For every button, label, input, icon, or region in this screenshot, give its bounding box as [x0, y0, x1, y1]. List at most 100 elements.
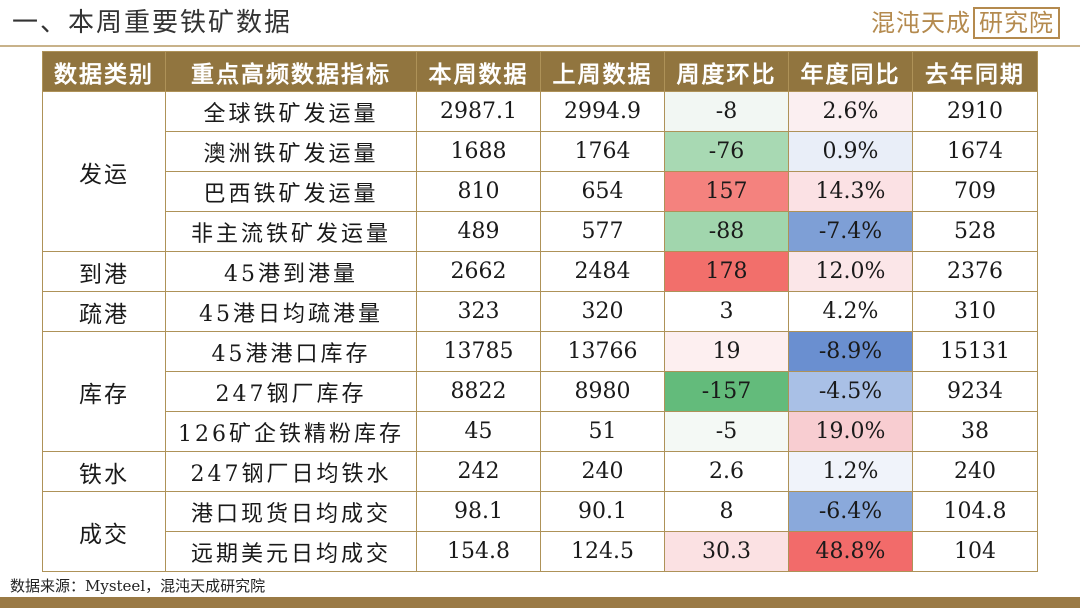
- table-row: 库存 45港港口库存 13785 13766 19 -8.9% 15131: [42, 331, 1038, 452]
- last-year-cell: 9234: [912, 371, 1038, 412]
- table-header-row: 数据类别 重点高频数据指标 本周数据 上周数据 周度环比 年度同比 去年同期: [42, 51, 1038, 92]
- wow-change-cell: -8: [664, 91, 789, 132]
- wow-change-cell: 157: [664, 171, 789, 212]
- logo-main-text: 混沌天成: [871, 9, 971, 37]
- indicator-cell: 45港到港量: [165, 251, 417, 292]
- last-year-cell: 1674: [912, 131, 1038, 172]
- yoy-change-cell: -8.9%: [788, 331, 913, 372]
- column-header: 周度环比: [664, 51, 789, 92]
- table-row: 到港 45港到港量 2662 2484 178 12.0% 2376: [42, 251, 1038, 292]
- indicator-cell: 126矿企铁精粉库存: [165, 411, 417, 452]
- last-week-cell: 1764: [540, 131, 665, 172]
- table-row: 非主流铁矿发运量 489 577 -88 -7.4% 528: [43, 211, 1038, 252]
- table-body: 发运 全球铁矿发运量 2987.1 2994.9 -8 2.6% 2910 澳洲铁矿发运量 16…: [42, 91, 1038, 572]
- wow-change-cell: 2.6: [664, 451, 789, 492]
- source-note: 数据来源：Mysteel，混沌天成研究院: [10, 577, 266, 595]
- this-week-cell: 98.1: [416, 491, 541, 532]
- footer-bar: [0, 597, 1080, 608]
- logo-boxed-text: 研究院: [973, 7, 1060, 39]
- last-week-cell: 13766: [540, 331, 665, 372]
- yoy-change-cell: 19.0%: [788, 411, 913, 452]
- this-week-cell: 489: [416, 211, 541, 252]
- last-year-cell: 709: [912, 171, 1038, 212]
- column-header: 上周数据: [540, 51, 665, 92]
- table-row: 巴西铁矿发运量 810 654 157 14.3% 709: [43, 171, 1038, 212]
- this-week-cell: 45: [416, 411, 541, 452]
- last-year-cell: 104: [912, 531, 1038, 572]
- wow-change-cell: 178: [664, 251, 789, 292]
- wow-change-cell: 19: [664, 331, 789, 372]
- last-year-cell: 2910: [912, 91, 1038, 132]
- yoy-change-cell: 2.6%: [788, 91, 913, 132]
- this-week-cell: 13785: [416, 331, 541, 372]
- table-row: 远期美元日均成交 154.8 124.5 30.3 48.8% 104: [43, 531, 1038, 572]
- column-header: 年度同比: [788, 51, 913, 92]
- last-week-cell: 577: [540, 211, 665, 252]
- this-week-cell: 323: [416, 291, 541, 332]
- table-row: 澳洲铁矿发运量 1688 1764 -76 0.9% 1674: [43, 131, 1038, 172]
- this-week-cell: 1688: [416, 131, 541, 172]
- page-header: 一、本周重要铁矿数据 混沌天成 研究院: [0, 0, 1080, 47]
- indicator-cell: 247钢厂库存: [165, 371, 417, 412]
- wow-change-cell: -157: [664, 371, 789, 412]
- last-week-cell: 2994.9: [540, 91, 665, 132]
- last-year-cell: 2376: [912, 251, 1038, 292]
- table-row: 疏港 45港日均疏港量 323 320 3 4.2% 310: [42, 291, 1038, 332]
- last-week-cell: 124.5: [540, 531, 665, 572]
- last-week-cell: 320: [540, 291, 665, 332]
- iron-ore-data-table: 数据类别 重点高频数据指标 本周数据 上周数据 周度环比 年度同比 去年同期 发…: [42, 51, 1038, 572]
- last-week-cell: 51: [540, 411, 665, 452]
- yoy-change-cell: -4.5%: [788, 371, 913, 412]
- indicator-cell: 巴西铁矿发运量: [165, 171, 417, 212]
- last-week-cell: 654: [540, 171, 665, 212]
- category-cell: 疏港: [42, 291, 166, 332]
- column-header: 本周数据: [416, 51, 541, 92]
- column-header: 重点高频数据指标: [165, 51, 417, 92]
- last-year-cell: 38: [912, 411, 1038, 452]
- category-cell: 到港: [42, 251, 166, 292]
- category-cell: 成交: [42, 491, 166, 572]
- last-week-cell: 240: [540, 451, 665, 492]
- indicator-cell: 全球铁矿发运量: [165, 91, 417, 132]
- last-year-cell: 240: [912, 451, 1038, 492]
- wow-change-cell: -88: [664, 211, 789, 252]
- this-week-cell: 242: [416, 451, 541, 492]
- indicator-cell: 45港日均疏港量: [165, 291, 417, 332]
- wow-change-cell: -76: [664, 131, 789, 172]
- table-row: 126矿企铁精粉库存 45 51 -5 19.0% 38: [43, 411, 1038, 452]
- table-row: 成交 港口现货日均成交 98.1 90.1 8 -6.4% 104.8: [42, 491, 1038, 572]
- last-week-cell: 2484: [540, 251, 665, 292]
- indicator-cell: 非主流铁矿发运量: [165, 211, 417, 252]
- this-week-cell: 154.8: [416, 531, 541, 572]
- last-week-cell: 90.1: [540, 491, 665, 532]
- indicator-cell: 远期美元日均成交: [165, 531, 417, 572]
- column-header: 去年同期: [912, 51, 1038, 92]
- last-year-cell: 310: [912, 291, 1038, 332]
- yoy-change-cell: -6.4%: [788, 491, 913, 532]
- table-row: 发运 全球铁矿发运量 2987.1 2994.9 -8 2.6% 2910: [42, 91, 1038, 252]
- last-year-cell: 15131: [912, 331, 1038, 372]
- yoy-change-cell: 1.2%: [788, 451, 913, 492]
- header-divider: [0, 45, 1080, 47]
- this-week-cell: 2987.1: [416, 91, 541, 132]
- yoy-change-cell: 12.0%: [788, 251, 913, 292]
- last-year-cell: 104.8: [912, 491, 1038, 532]
- brand-logo: 混沌天成 研究院: [871, 6, 1060, 40]
- yoy-change-cell: 0.9%: [788, 131, 913, 172]
- last-week-cell: 8980: [540, 371, 665, 412]
- last-year-cell: 528: [912, 211, 1038, 252]
- indicator-cell: 247钢厂日均铁水: [165, 451, 417, 492]
- yoy-change-cell: -7.4%: [788, 211, 913, 252]
- this-week-cell: 810: [416, 171, 541, 212]
- yoy-change-cell: 14.3%: [788, 171, 913, 212]
- wow-change-cell: 8: [664, 491, 789, 532]
- wow-change-cell: 3: [664, 291, 789, 332]
- wow-change-cell: -5: [664, 411, 789, 452]
- indicator-cell: 澳洲铁矿发运量: [165, 131, 417, 172]
- this-week-cell: 2662: [416, 251, 541, 292]
- category-cell: 铁水: [42, 451, 166, 492]
- category-cell: 库存: [42, 331, 166, 452]
- this-week-cell: 8822: [416, 371, 541, 412]
- wow-change-cell: 30.3: [664, 531, 789, 572]
- indicator-cell: 港口现货日均成交: [165, 491, 417, 532]
